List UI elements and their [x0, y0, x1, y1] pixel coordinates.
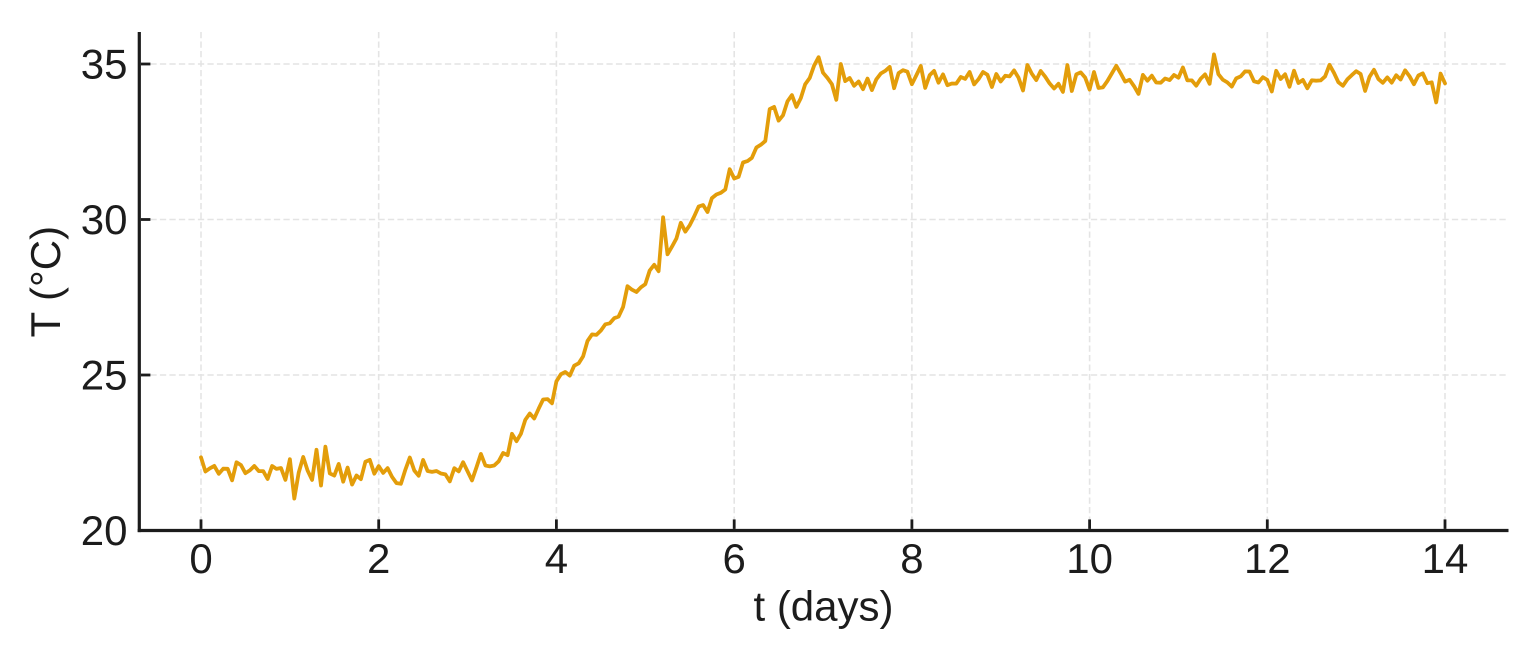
svg-text:35: 35: [81, 40, 128, 87]
svg-text:4: 4: [545, 535, 568, 582]
svg-text:14: 14: [1422, 535, 1469, 582]
svg-text:30: 30: [81, 196, 128, 243]
svg-text:25: 25: [81, 351, 128, 398]
svg-text:0: 0: [189, 535, 212, 582]
svg-text:6: 6: [723, 535, 746, 582]
svg-text:20: 20: [81, 507, 128, 554]
svg-text:10: 10: [1066, 535, 1113, 582]
svg-text:12: 12: [1244, 535, 1291, 582]
svg-text:t (days): t (days): [753, 583, 893, 630]
svg-text:2: 2: [367, 535, 390, 582]
svg-text:8: 8: [900, 535, 923, 582]
svg-text:T (°C): T (°C): [22, 226, 69, 338]
